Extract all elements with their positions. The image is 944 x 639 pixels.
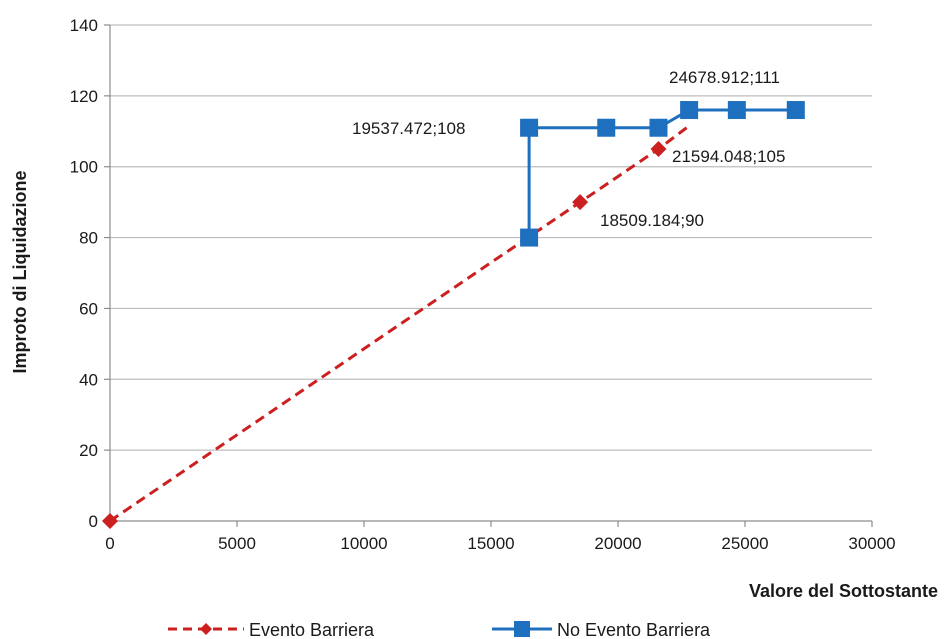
legend-item-no-evento-barriera: No Evento Barriera [492, 620, 711, 639]
data-point-square [786, 101, 805, 120]
y-tick-label: 120 [70, 87, 98, 106]
data-labels: 24678.912;111 19537.472;108 21594.048;10… [352, 68, 785, 230]
legend-item-evento-barriera: Evento Barriera [168, 620, 375, 639]
data-label-3: 21594.048;105 [672, 147, 785, 166]
data-point-diamond [572, 194, 589, 211]
legend-square-icon [514, 621, 530, 637]
y-tick-label: 140 [70, 16, 98, 35]
data-point-square [597, 118, 616, 137]
y-tick-label: 40 [79, 370, 98, 389]
y-tick-label: 0 [89, 512, 98, 531]
data-point-diamond [102, 513, 118, 529]
y-tick-label: 60 [79, 299, 98, 318]
data-point-square [520, 118, 539, 137]
data-label-1: 24678.912;111 [669, 68, 780, 87]
series-line [109, 126, 688, 523]
y-axis-title: Improto di Liquidazione [10, 171, 30, 374]
legend-label-evento-barriera: Evento Barriera [249, 620, 375, 639]
x-tick-label: 25000 [721, 534, 768, 553]
data-label-2: 19537.472;108 [352, 119, 465, 138]
series-no-evento-barriera [520, 101, 805, 247]
series-evento-barriera [102, 126, 688, 529]
y-tick-label: 100 [70, 158, 98, 177]
gridlines [110, 24, 872, 451]
x-tick-label: 15000 [467, 534, 514, 553]
x-axis-title: Valore del Sottostante [749, 581, 938, 601]
data-point-square [520, 228, 539, 247]
axes: 0 20 40 60 80 100 120 140 0 5000 10000 15000 20000 25… [70, 16, 896, 553]
data-point-diamond [650, 141, 667, 157]
data-point-square [727, 101, 746, 120]
x-tick-label: 20000 [594, 534, 641, 553]
data-label-4: 18509.184;90 [600, 211, 704, 230]
y-tick-label: 20 [79, 441, 98, 460]
x-tick-label: 5000 [218, 534, 256, 553]
x-tick-label: 30000 [848, 534, 895, 553]
data-point-square [680, 101, 699, 120]
x-tick-label: 0 [105, 534, 114, 553]
y-tick-label: 80 [79, 229, 98, 248]
legend: Evento Barriera No Evento Barriera [168, 620, 711, 639]
data-point-square [649, 118, 668, 137]
legend-diamond-icon [200, 623, 212, 635]
legend-label-no-evento-barriera: No Evento Barriera [557, 620, 711, 639]
x-tick-label: 10000 [340, 534, 387, 553]
series-group [102, 101, 805, 529]
